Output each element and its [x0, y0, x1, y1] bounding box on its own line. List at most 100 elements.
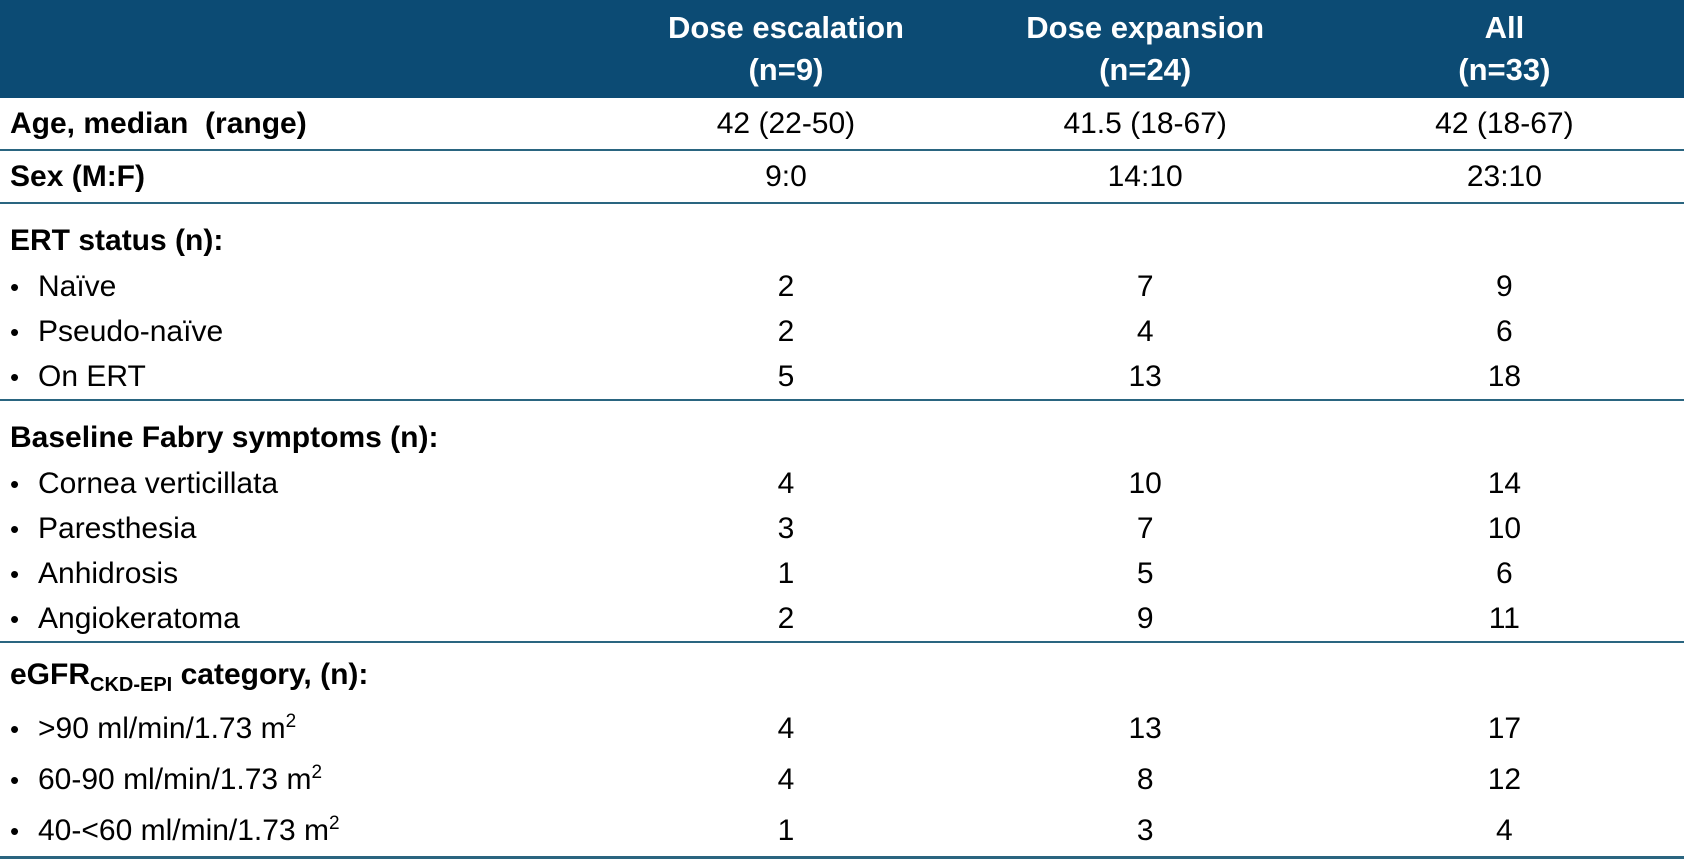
table-row-egfr-60-90: • 60-90 ml/min/1.73 m2 4 8 12	[0, 754, 1684, 805]
cell-empty	[966, 203, 1325, 264]
row-label: • Pseudo-naïve	[0, 309, 606, 354]
section-title: ERT status (n):	[10, 224, 224, 257]
table-row-naive: • Naïve 2 7 9	[0, 264, 1684, 309]
column-header-line2: (n=33)	[1458, 52, 1551, 87]
cell-value: 7	[1136, 269, 1154, 303]
cell-empty	[966, 642, 1325, 703]
section-title: eGFRCKD-EPI category, (n):	[0, 642, 606, 703]
cell-value: 41.5 (18-67)	[965, 98, 1325, 151]
row-label: • 60-90 ml/min/1.73 m2	[0, 754, 606, 805]
header-empty-cell	[0, 0, 607, 98]
cell-value: 3	[965, 805, 1325, 859]
cell-value: 7	[1136, 511, 1154, 545]
bullet-icon: •	[10, 513, 20, 544]
bullet-icon: •	[10, 468, 20, 499]
table-row-egfr-gt90: • >90 ml/min/1.73 m2 4 13 17	[0, 703, 1684, 754]
column-header-dose-expansion: Dose expansion (n=24)	[965, 0, 1325, 98]
cell-value: 1	[606, 805, 966, 859]
superscript-2: 2	[311, 762, 323, 783]
row-label: • 40-<60 ml/min/1.73 m2	[0, 805, 607, 859]
cell-value: 4	[1136, 314, 1154, 348]
row-label: • Naïve	[0, 264, 606, 309]
cell-value: 13	[965, 354, 1325, 401]
header-row: Dose escalation (n=9) Dose expansion (n=…	[0, 0, 1684, 98]
cell-empty	[1325, 203, 1684, 264]
column-header-line2: (n=24)	[1099, 52, 1192, 87]
row-label: • Angiokeratoma	[0, 596, 607, 643]
row-label: • Cornea verticillata	[0, 461, 606, 506]
egfr-label-rest: category, (n):	[180, 658, 369, 691]
row-label-text: On ERT	[38, 359, 146, 393]
table-row-paresthesia: • Paresthesia 3 7 10	[0, 506, 1684, 551]
cell-value: 2	[606, 596, 966, 643]
row-label: • On ERT	[0, 354, 607, 401]
row-label-text: Angiokeratoma	[38, 601, 240, 635]
bullet-icon: •	[10, 271, 20, 302]
table-row-pseudo-naive: • Pseudo-naïve 2 4 6	[0, 309, 1684, 354]
column-header-all: All (n=33)	[1324, 0, 1684, 98]
cell-empty	[606, 642, 965, 703]
cell-value: 9	[965, 596, 1325, 643]
cell-value: 10	[1487, 511, 1522, 545]
table-header: Dose escalation (n=9) Dose expansion (n=…	[0, 0, 1684, 98]
cell-value: 3	[777, 511, 795, 545]
superscript-2: 2	[328, 813, 340, 834]
column-header-line2: (n=9)	[748, 52, 824, 87]
cell-value: 14:10	[965, 150, 1325, 204]
cell-value: 4	[777, 711, 795, 745]
table-body: Age, median (range) 42 (22-50) 41.5 (18-…	[0, 98, 1684, 859]
cell-value: 42 (18-67)	[1324, 98, 1684, 151]
bullet-icon: •	[10, 765, 20, 795]
row-label-text: Paresthesia	[38, 511, 197, 545]
cell-value: 9:0	[606, 150, 966, 204]
bullet-icon: •	[10, 816, 20, 846]
cell-empty	[1325, 400, 1684, 461]
row-label-text: Pseudo-naïve	[38, 314, 224, 348]
cell-value: 8	[1136, 762, 1154, 796]
cell-empty	[1325, 642, 1684, 703]
section-title-row-egfr-category: eGFRCKD-EPI category, (n):	[0, 642, 1684, 703]
row-label: Age, median (range)	[0, 98, 607, 151]
row-label: Sex (M:F)	[0, 150, 607, 204]
section-title-row-ert-status: ERT status (n):	[0, 203, 1684, 264]
cell-value: 14	[1487, 466, 1522, 500]
cell-value: 13	[1128, 711, 1162, 745]
bullet-icon: •	[10, 603, 20, 634]
table-row-on-ert: • On ERT 5 13 18	[0, 354, 1684, 401]
cell-value: 2	[777, 269, 795, 303]
column-header-line1: Dose expansion	[1026, 10, 1265, 45]
cell-empty	[966, 400, 1325, 461]
bullet-icon: •	[10, 316, 20, 347]
table-row-anhidrosis: • Anhidrosis 1 5 6	[0, 551, 1684, 596]
section-title: Baseline Fabry symptoms (n):	[10, 421, 439, 454]
column-header-line1: All	[1484, 10, 1525, 45]
column-header-dose-escalation: Dose escalation (n=9)	[606, 0, 966, 98]
table-row-egfr-40-60: • 40-<60 ml/min/1.73 m2 1 3 4	[0, 805, 1684, 859]
egfr-label: eGFR	[10, 658, 91, 691]
cell-empty	[606, 400, 965, 461]
table-row-age: Age, median (range) 42 (22-50) 41.5 (18-…	[0, 98, 1684, 151]
egfr-subscript: CKD-EPI	[90, 674, 173, 696]
table-row-sex: Sex (M:F) 9:0 14:10 23:10	[0, 150, 1684, 204]
cell-value: 18	[1324, 354, 1684, 401]
superscript-2: 2	[285, 711, 297, 732]
section-title-row-fabry-symptoms: Baseline Fabry symptoms (n):	[0, 400, 1684, 461]
cell-value: 6	[1496, 314, 1513, 348]
cell-value: 11	[1324, 596, 1684, 643]
row-label-text: Anhidrosis	[38, 556, 179, 590]
cell-value: 4	[777, 466, 795, 500]
table-row-angiokeratoma: • Angiokeratoma 2 9 11	[0, 596, 1684, 643]
bullet-icon: •	[10, 361, 20, 392]
row-label-text: >90 ml/min/1.73 m	[38, 712, 286, 745]
cell-empty	[606, 203, 965, 264]
cell-value: 5	[606, 354, 966, 401]
table-row-cornea-verticillata: • Cornea verticillata 4 10 14	[0, 461, 1684, 506]
cell-value: 6	[1496, 556, 1513, 590]
cell-value: 9	[1496, 269, 1513, 303]
bullet-icon: •	[10, 714, 20, 744]
cell-value: 12	[1487, 762, 1522, 796]
row-label: • Anhidrosis	[0, 551, 606, 596]
cell-value: 1	[777, 556, 795, 590]
row-label-text: 40-<60 ml/min/1.73 m	[38, 814, 329, 847]
